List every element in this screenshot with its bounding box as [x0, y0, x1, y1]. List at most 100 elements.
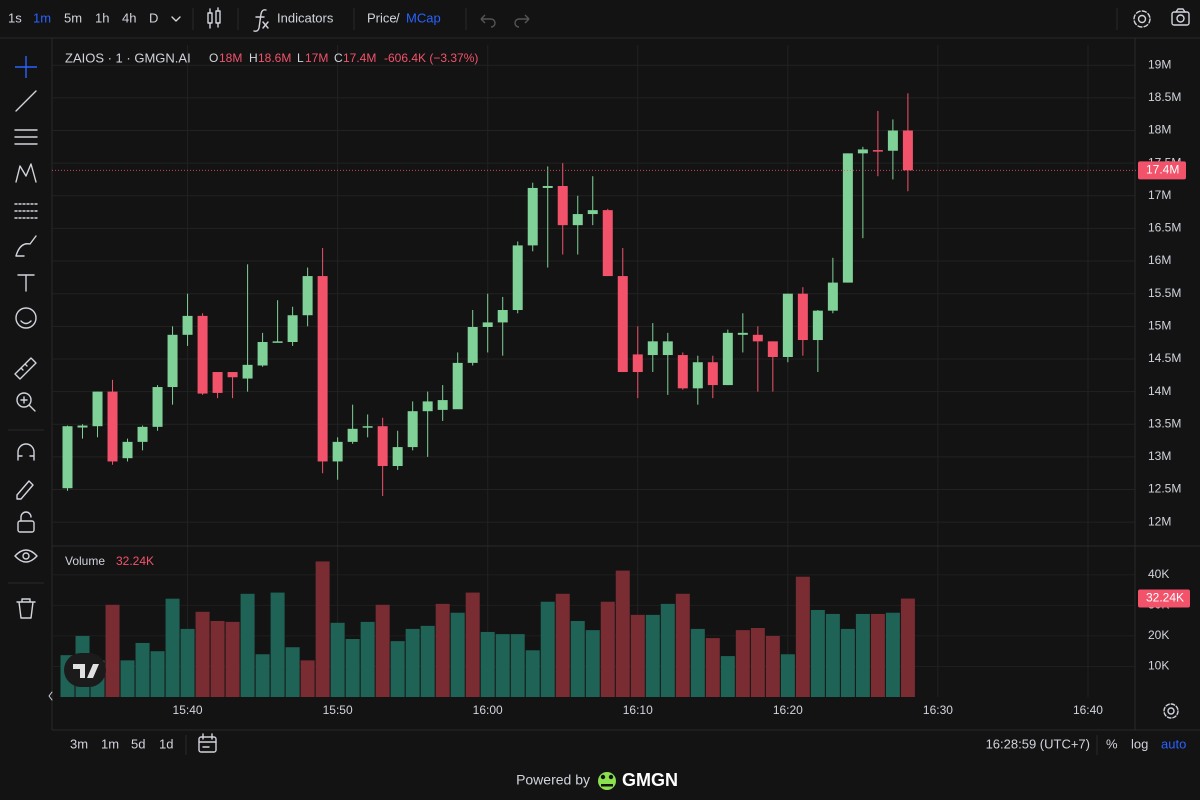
- volume-bar: [210, 620, 225, 697]
- interval[interactable]: 1s: [8, 10, 22, 25]
- magnet-tool[interactable]: [17, 443, 35, 461]
- y-tick-label: 16.5M: [1148, 221, 1181, 235]
- visibility-tool[interactable]: [14, 549, 38, 563]
- y-tick-label: 10K: [1148, 659, 1169, 673]
- crosshair-tool[interactable]: [15, 56, 37, 78]
- percent-toggle[interactable]: %: [1106, 736, 1118, 751]
- toggle-separator: /: [396, 10, 400, 25]
- settings-button[interactable]: [1133, 10, 1151, 28]
- volume-bar: [780, 654, 795, 697]
- y-tick-label: 18.5M: [1148, 90, 1181, 104]
- volume-bar: [690, 628, 705, 697]
- legend-close-label: C: [334, 51, 343, 65]
- legend-high: 18.6M: [258, 51, 291, 65]
- indicators-button[interactable]: Indicators: [277, 10, 334, 25]
- candle-body: [122, 441, 133, 459]
- undo-button[interactable]: [480, 14, 496, 28]
- legend-low-label: L: [297, 51, 304, 65]
- measure-tool[interactable]: [14, 357, 37, 380]
- redo-button[interactable]: [514, 14, 530, 28]
- volume-bar: [285, 647, 300, 697]
- candle-body: [572, 214, 583, 226]
- y-tick-label: 18M: [1148, 123, 1171, 137]
- text-tool[interactable]: [17, 274, 35, 292]
- volume-bar: [450, 612, 465, 697]
- last-price-label: 17.4M: [1146, 162, 1179, 176]
- volume-bar: [105, 604, 120, 697]
- fib-tool[interactable]: [14, 129, 38, 145]
- last-volume-label: 32.24K: [1146, 591, 1184, 605]
- price-pane: 12M 12.5M 13M 13.5M 14M 14.5M 15M 15.5M 16M 16.5M…: [52, 57, 1186, 528]
- trendline-tool[interactable]: [15, 90, 37, 112]
- interval[interactable]: 1h: [95, 10, 109, 25]
- candle-body: [107, 391, 118, 462]
- axis-settings[interactable]: [1163, 703, 1179, 719]
- delete-tool[interactable]: [16, 598, 36, 619]
- volume-bar: [495, 634, 510, 697]
- y-tick-label: 19M: [1148, 57, 1171, 71]
- volume-bar: [525, 650, 540, 697]
- last-price-tag: [1138, 161, 1186, 180]
- y-tick-label: 20K: [1148, 628, 1169, 642]
- candle-body: [257, 341, 268, 366]
- candle-body: [152, 387, 163, 427]
- range-button[interactable]: 1d: [159, 736, 173, 751]
- candle-body: [407, 411, 418, 448]
- emoji-tool[interactable]: [15, 307, 37, 329]
- interval[interactable]: 5m: [64, 10, 82, 25]
- candle-body: [212, 372, 223, 393]
- candle-body: [797, 293, 808, 341]
- interval-dropdown[interactable]: [171, 16, 181, 22]
- volume-bar: [165, 598, 180, 697]
- y-tick-label: 12M: [1148, 514, 1171, 528]
- range-button[interactable]: 5d: [131, 736, 145, 751]
- mcap-toggle[interactable]: MCap: [406, 10, 441, 25]
- interval[interactable]: 4h: [122, 10, 136, 25]
- volume-bar: [645, 614, 660, 697]
- y-tick-label: 13.5M: [1148, 416, 1181, 430]
- candle-body: [542, 185, 553, 188]
- zoom-tool[interactable]: [16, 392, 36, 412]
- candle-body: [887, 130, 898, 151]
- volume-bar: [420, 625, 435, 697]
- candle-body: [92, 391, 103, 427]
- x-tick-label: 16:20: [773, 703, 803, 717]
- candle-body: [182, 315, 193, 335]
- candle-body: [317, 276, 328, 462]
- auto-toggle[interactable]: auto: [1161, 736, 1186, 751]
- x-tick-label: 15:40: [173, 703, 203, 717]
- symbol: ZAIOS · 1 · GMGN.AI: [65, 50, 191, 65]
- candle-body: [62, 426, 73, 489]
- candle-body: [167, 334, 178, 388]
- range-button[interactable]: 3m: [70, 736, 88, 751]
- candle-body: [767, 341, 778, 358]
- candle-body: [452, 362, 463, 410]
- volume-bar: [600, 601, 615, 697]
- pattern-tool[interactable]: [15, 163, 37, 183]
- volume-bar: [480, 631, 495, 697]
- range-button[interactable]: 1m: [101, 736, 119, 751]
- scroll-left[interactable]: [48, 691, 53, 701]
- lock-tool[interactable]: [17, 511, 35, 533]
- volume-bar: [120, 660, 135, 697]
- volume-bar: [435, 603, 450, 697]
- interval[interactable]: 1m: [33, 10, 51, 25]
- candle-body: [872, 150, 883, 152]
- chart-type-button[interactable]: [207, 7, 221, 29]
- screenshot-button[interactable]: [1171, 8, 1190, 26]
- volume-bar: [315, 561, 330, 697]
- volume-bar: [825, 613, 840, 697]
- volume-bar: [375, 604, 390, 697]
- brush-tool[interactable]: [15, 235, 37, 257]
- indicators-icon[interactable]: [253, 9, 269, 32]
- candle-body: [857, 149, 868, 154]
- volume-bar: [720, 656, 735, 697]
- price-toggle[interactable]: Price: [367, 10, 397, 25]
- log-toggle[interactable]: log: [1131, 736, 1148, 751]
- goto-date-button[interactable]: [198, 733, 217, 753]
- candle-body: [617, 276, 628, 373]
- draw-mode-tool[interactable]: [16, 480, 34, 500]
- projection-tool[interactable]: [14, 203, 38, 219]
- interval[interactable]: D: [149, 10, 158, 25]
